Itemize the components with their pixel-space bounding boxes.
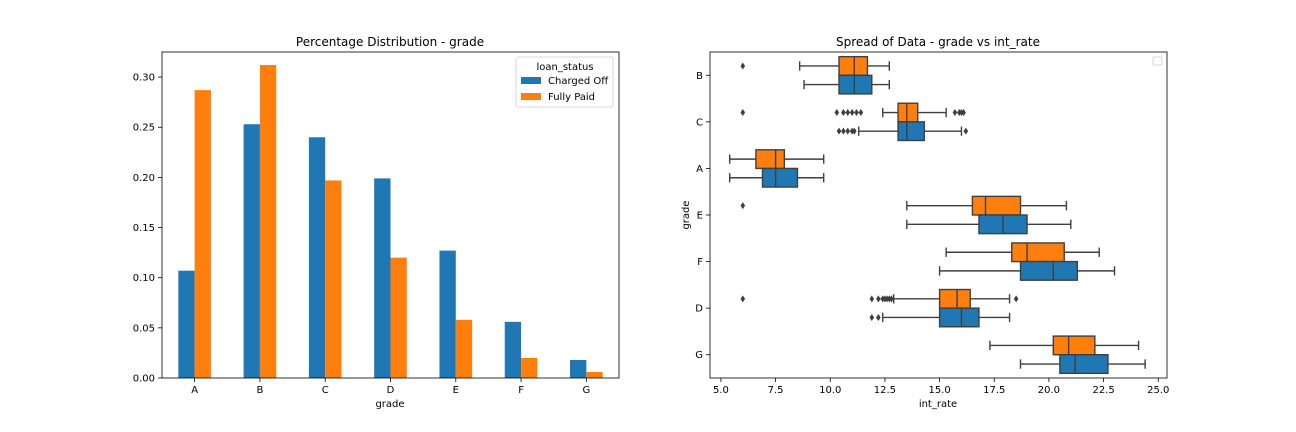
flier-charged-off-c — [841, 127, 846, 135]
bar-y-tick-label: 0.00 — [133, 374, 155, 385]
flier-fully-paid-c — [854, 109, 859, 117]
bar-y-tick-label: 0.05 — [133, 323, 155, 334]
bar-fully-paid-c — [325, 180, 342, 378]
flier-fully-paid-c — [849, 109, 855, 117]
box-fully-paid-d — [938, 288, 971, 309]
box-fully-paid-b — [838, 55, 869, 76]
flier-fully-paid-c — [952, 109, 958, 117]
bar-fully-paid-b — [259, 65, 277, 378]
box-charged-off-g — [1059, 354, 1109, 375]
box-y-tick-label: D — [695, 304, 703, 315]
box-legend-empty — [1152, 56, 1163, 66]
bar-charged-off-b — [243, 124, 260, 379]
flier-fully-paid-d — [869, 295, 875, 303]
bar-fully-paid-e — [455, 319, 473, 378]
box-fully-paid-e — [971, 195, 1022, 216]
flier-fully-paid-c — [858, 109, 864, 117]
bar-x-tick-label: F — [518, 385, 524, 396]
bar-x-axis-label: grade — [375, 399, 404, 410]
box-fully-paid-c — [897, 102, 919, 123]
legend-swatch-charged-off — [521, 77, 541, 84]
box-chart-title: Spread of Data - grade vs int_rate — [836, 35, 1040, 49]
box-y-tick-label: B — [696, 71, 703, 82]
bar-charged-off-e — [439, 250, 456, 378]
flier-fully-paid-d — [1013, 295, 1019, 303]
box-x-tick-label: 15.0 — [928, 385, 950, 396]
box-charged-off-f — [1019, 260, 1079, 281]
box-y-tick-label: F — [697, 257, 703, 268]
flier-fully-paid-b — [740, 62, 746, 70]
flier-charged-off-d — [869, 313, 875, 321]
flier-charged-off-c — [836, 127, 842, 135]
bar-y-tick-label: 0.15 — [133, 223, 155, 234]
bar-y-tick-label: 0.20 — [133, 173, 155, 184]
box-charged-off-b — [838, 74, 873, 95]
flier-fully-paid-d — [889, 295, 894, 303]
bar-chart-title: Percentage Distribution - grade — [296, 35, 484, 49]
box-x-tick-label: 7.5 — [768, 385, 784, 396]
box-x-tick-label: 20.0 — [1038, 385, 1060, 396]
box-charged-off-c — [897, 121, 925, 142]
box-x-tick-label: 12.5 — [874, 385, 896, 396]
box-x-tick-label: 10.0 — [819, 385, 841, 396]
bar-charged-off-f — [504, 321, 522, 378]
box-y-tick-label: G — [695, 350, 703, 361]
box-charged-off-d — [938, 307, 980, 328]
flier-fully-paid-d — [876, 295, 881, 303]
flier-charged-off-c — [963, 127, 969, 135]
bar-y-tick-label: 0.25 — [133, 123, 155, 134]
flier-fully-paid-c — [961, 109, 966, 117]
bar-x-tick-label: A — [191, 385, 198, 396]
flier-fully-paid-c — [845, 109, 851, 117]
legend-label-fully-paid: Fully Paid — [548, 92, 595, 103]
bar-charged-off-c — [308, 137, 326, 378]
flier-charged-off-d — [876, 313, 881, 321]
bar-fully-paid-g — [586, 371, 603, 378]
flier-fully-paid-c — [841, 109, 846, 117]
bar-y-tick-label: 0.10 — [133, 273, 155, 284]
legend-swatch-fully-paid — [521, 93, 541, 100]
bar-fully-paid-d — [390, 257, 407, 378]
legend-label-charged-off: Charged Off — [548, 76, 609, 87]
box-x-tick-label: 25.0 — [1147, 385, 1169, 396]
bar-x-tick-label: G — [582, 385, 590, 396]
flier-fully-paid-e — [740, 202, 746, 210]
bar-charged-off-d — [374, 178, 391, 378]
box-x-axis-label: int_rate — [919, 399, 957, 410]
box-y-tick-label: A — [696, 164, 703, 175]
box-fully-paid-g — [1052, 335, 1096, 356]
bar-x-tick-label: D — [387, 385, 395, 396]
box-fully-paid-f — [1011, 242, 1065, 263]
bar-y-tick-label: 0.30 — [133, 73, 155, 84]
box-chart: Spread of Data - grade vs int_rate 5.0 7.… — [681, 35, 1169, 410]
bar-charged-off-a — [178, 270, 195, 378]
box-x-tick-label: 22.5 — [1092, 385, 1114, 396]
flier-fully-paid-c — [740, 109, 746, 117]
box-fully-paid-a — [755, 149, 786, 170]
box-x-tick-label: 5.0 — [713, 385, 729, 396]
box-x-tick-label: 17.5 — [983, 385, 1005, 396]
box-charged-off-a — [761, 167, 799, 188]
flier-fully-paid-d — [740, 295, 746, 303]
bar-fully-paid-f — [521, 357, 538, 378]
box-y-axis-label: grade — [681, 200, 692, 229]
flier-fully-paid-c — [834, 109, 840, 117]
flier-charged-off-c — [845, 127, 851, 135]
flier-charged-off-c — [852, 127, 857, 135]
bar-charged-off-g — [570, 359, 587, 378]
bar-x-tick-label: C — [322, 385, 329, 396]
bar-fully-paid-a — [194, 90, 211, 379]
bar-legend-title: loan_status — [536, 62, 593, 73]
bar-x-tick-label: E — [453, 385, 459, 396]
box-y-tick-label: C — [696, 117, 703, 128]
bar-x-tick-label: B — [256, 385, 263, 396]
box-plot-frame — [709, 51, 1168, 379]
box-y-tick-label: E — [697, 211, 703, 222]
bar-legend: loan_status Charged Off Fully Paid — [515, 56, 614, 108]
